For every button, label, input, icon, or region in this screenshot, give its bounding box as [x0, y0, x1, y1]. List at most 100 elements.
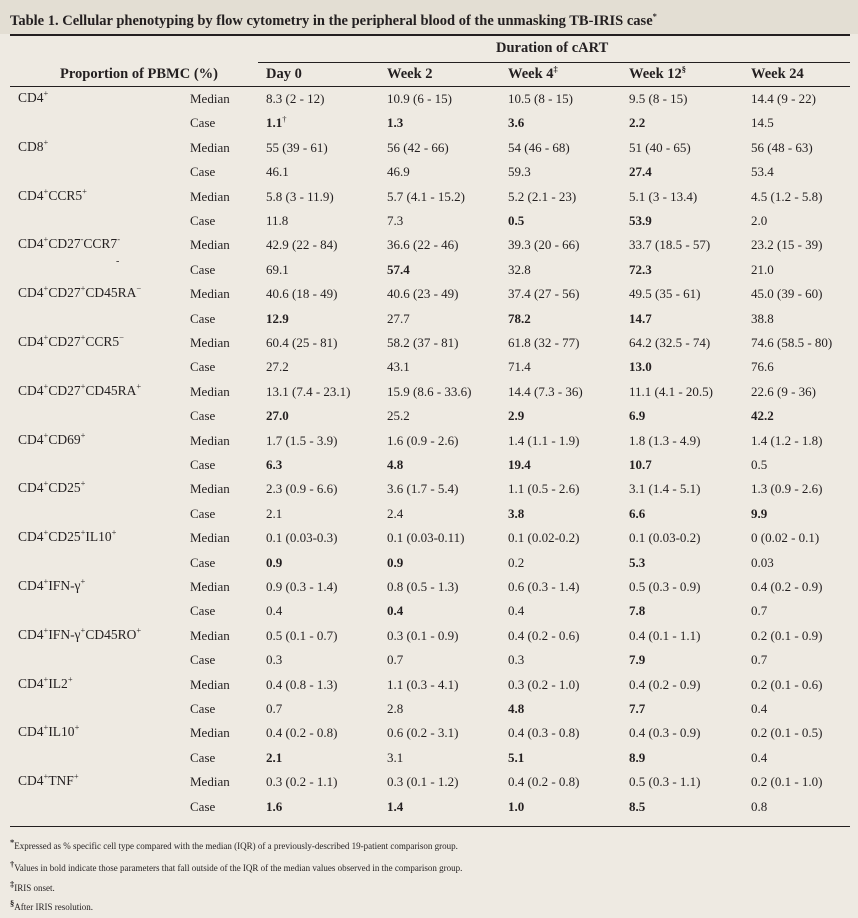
parameter-name: CD4+IL10+	[18, 722, 80, 740]
case-value: 1.0	[508, 798, 525, 814]
case-value: 1.3	[387, 115, 404, 131]
footnote-text: IRIS onset.	[14, 883, 55, 893]
parameter-name: CD4+IFN-γ+CD45RO+	[18, 626, 141, 643]
median-cell: 0.4 (0.2 - 0.9)	[751, 579, 823, 594]
case-cell: 0.3	[266, 652, 282, 668]
case-cell: 12.9	[266, 311, 289, 327]
row-type-case: Case	[190, 603, 216, 619]
median-cell: 1.7 (1.5 - 3.9)	[266, 432, 338, 448]
parameter-part: CD4	[18, 626, 44, 642]
case-value: 0.3	[266, 652, 283, 668]
case-cell: 27.0	[266, 408, 289, 424]
case-value: 3.1	[387, 749, 404, 765]
parameter-part: CD27	[48, 382, 81, 398]
median-cell: 10.5 (8 - 15)	[508, 91, 573, 106]
median-cell: 0.4 (0.2 - 0.8)	[508, 774, 580, 790]
case-cell: 0.9	[387, 555, 403, 571]
group-header: Duration of cART	[496, 40, 609, 56]
case-value: 0.4	[751, 749, 768, 765]
row-type-median: Median	[190, 481, 230, 497]
case-value: 0.7	[751, 652, 768, 668]
case-value: 1.4	[387, 798, 404, 814]
case-value: 7.9	[629, 652, 646, 668]
row-type-case: Case	[190, 701, 216, 716]
median-cell: 0.1 (0.03-0.11)	[387, 530, 465, 546]
median-cell: 14.4 (7.3 - 36)	[508, 383, 583, 399]
row-type-median: Median	[190, 774, 230, 790]
parameter-part: TNF	[48, 773, 74, 789]
row-type-median: Median	[190, 188, 230, 204]
case-cell: 38.8	[751, 311, 774, 327]
median-cell: 14.4 (9 - 22)	[751, 91, 816, 106]
median-cell: 8.3 (2 - 12)	[266, 91, 325, 106]
case-cell: 53.4	[751, 164, 774, 180]
case-cell: 0.4	[266, 603, 282, 619]
case-mark: †	[282, 114, 287, 125]
parameter-part: +	[82, 185, 87, 196]
median-cell: 0.5 (0.1 - 0.7)	[266, 627, 338, 643]
case-value: 25.2	[387, 408, 410, 424]
case-cell: 9.9	[751, 506, 767, 522]
footnote-mark: †	[10, 859, 15, 869]
parameter-part: +	[111, 527, 117, 538]
case-value: 14.5	[751, 115, 774, 131]
row-type-median: Median	[190, 530, 230, 546]
case-cell: 57.4	[387, 262, 410, 278]
parameter-part: +	[43, 673, 49, 684]
case-value: 8.5	[629, 798, 646, 814]
case-value: 8.9	[629, 749, 646, 765]
median-cell: 0 (0.02 - 0.1)	[751, 530, 820, 546]
case-value: 10.7	[629, 457, 652, 472]
median-cell: 0.5 (0.3 - 1.1)	[629, 774, 701, 790]
median-cell: 13.1 (7.4 - 23.1)	[266, 383, 351, 399]
median-cell: 0.6 (0.2 - 3.1)	[387, 725, 459, 741]
median-cell: 0.2 (0.1 - 0.9)	[751, 627, 823, 643]
parameter-part: +	[43, 429, 49, 440]
case-cell: 1.0	[508, 799, 524, 815]
parameter-part: +	[43, 283, 49, 294]
parameter-part: +	[43, 527, 49, 538]
case-value: 78.2	[508, 310, 531, 326]
case-value: 0.8	[751, 798, 768, 814]
case-cell: 5.3	[629, 555, 645, 571]
median-cell: 5.8 (3 - 11.9)	[266, 188, 334, 204]
row-type-median: Median	[190, 335, 230, 350]
case-value: 5.1	[508, 749, 525, 765]
case-value: 0.4	[508, 603, 525, 619]
case-value: 27.7	[387, 310, 410, 326]
parameter-part: +	[74, 722, 80, 733]
parameter-part: CD27	[48, 334, 81, 349]
median-cell: 60.4 (25 - 81)	[266, 335, 338, 350]
median-cell: 37.4 (27 - 56)	[508, 286, 580, 302]
median-cell: 5.1 (3 - 13.4)	[629, 188, 698, 204]
case-value: 0.7	[266, 701, 283, 716]
case-value: 57.4	[387, 261, 410, 277]
footnote: §After IRIS resolution.	[10, 899, 93, 912]
case-cell: 5.1	[508, 750, 524, 766]
parameter-part: +	[43, 185, 49, 196]
case-value: 0.7	[387, 652, 404, 668]
column-header-label: Week 24	[751, 66, 804, 82]
parameter-part: IL10	[85, 529, 112, 545]
case-value: 46.1	[266, 164, 289, 180]
case-cell: 6.9	[629, 408, 645, 424]
row-type-case: Case	[190, 408, 216, 424]
case-cell: 2.1	[266, 750, 282, 766]
row-type-case: Case	[190, 505, 216, 521]
parameter-part: CCR5	[85, 334, 120, 349]
parameter-part: +	[80, 332, 86, 342]
case-cell: 72.3	[629, 262, 652, 278]
row-type-case: Case	[190, 164, 216, 180]
case-cell: 0.8	[751, 799, 767, 815]
case-value: 14.7	[629, 310, 652, 326]
case-cell: 32.8	[508, 262, 531, 278]
case-cell: 0.5	[508, 213, 524, 229]
case-value: 0.4	[266, 603, 283, 619]
case-value: 2.1	[266, 749, 283, 765]
case-value: 72.3	[629, 261, 652, 277]
median-cell: 0.2 (0.1 - 0.5)	[751, 725, 823, 741]
median-cell: 0.6 (0.3 - 1.4)	[508, 579, 580, 594]
median-cell: 3.1 (1.4 - 5.1)	[629, 481, 701, 497]
parameter-name: CD4+CCR5+	[18, 185, 87, 204]
